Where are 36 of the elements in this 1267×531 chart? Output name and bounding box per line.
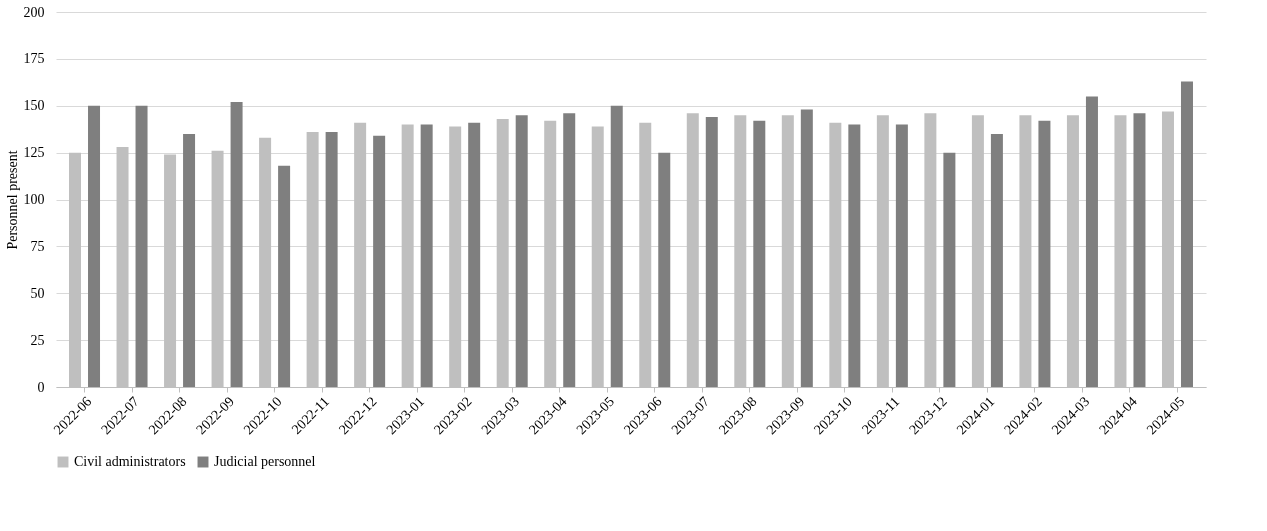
bar: [848, 124, 861, 387]
bar: [800, 109, 813, 387]
bar: [1085, 96, 1098, 387]
legend-label: Judicial personnel: [214, 454, 316, 469]
bar: [135, 105, 148, 387]
y-tick-label: 50: [30, 285, 45, 301]
bar: [563, 113, 576, 387]
y-tick-label: 175: [23, 51, 45, 67]
bar: [990, 133, 1003, 387]
bar: [753, 120, 766, 387]
bar: [183, 133, 196, 387]
bar: [278, 165, 291, 387]
bar: [1038, 120, 1051, 387]
legend-label: Civil administrators: [74, 454, 186, 469]
bar: [895, 124, 908, 387]
bar: [610, 105, 623, 387]
y-tick-label: 75: [30, 238, 45, 254]
bar: [943, 152, 956, 387]
y-tick-label: 100: [23, 192, 45, 207]
bar: [420, 124, 433, 387]
bar: [325, 132, 338, 387]
bar: [705, 117, 718, 387]
bar: [468, 122, 481, 387]
bar: [88, 105, 101, 387]
bar: [373, 135, 386, 387]
y-tick-label: 150: [23, 98, 45, 114]
y-tick-label: 200: [23, 4, 45, 20]
y-axis-title: Personnel present: [4, 150, 20, 250]
bar: [658, 152, 671, 387]
bar: [1133, 113, 1146, 387]
bar: [230, 102, 243, 387]
bar: [515, 115, 528, 387]
y-tick-label: 25: [30, 332, 45, 348]
y-tick-label: 0: [37, 379, 45, 395]
y-tick-label: 125: [23, 145, 45, 161]
bar: [1180, 81, 1193, 387]
